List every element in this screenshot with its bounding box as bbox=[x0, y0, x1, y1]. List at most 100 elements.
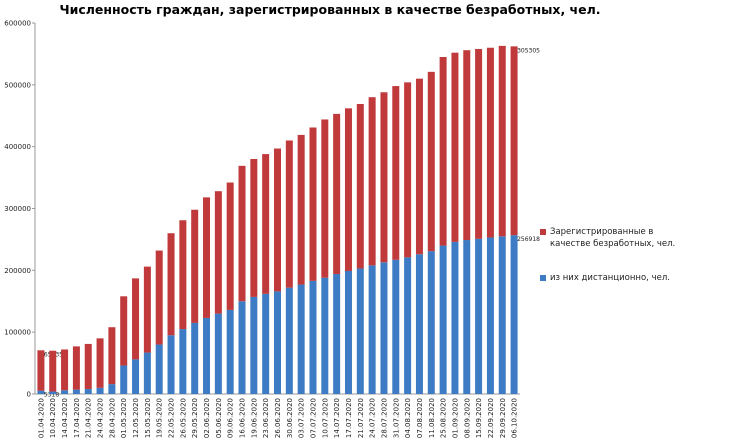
bar-segment bbox=[49, 391, 57, 394]
bar-segment bbox=[356, 268, 364, 394]
bar-segment bbox=[108, 327, 116, 385]
bar-segment bbox=[203, 197, 211, 318]
bar-segment bbox=[404, 257, 412, 394]
x-tick-label: 26.06.2020 bbox=[274, 398, 282, 438]
bar-segment bbox=[344, 270, 352, 394]
bar-segment bbox=[297, 284, 305, 394]
bar-segment bbox=[96, 338, 104, 388]
bar-segment bbox=[132, 359, 140, 394]
bar-segment bbox=[451, 241, 459, 394]
legend-swatch bbox=[540, 229, 546, 235]
bar-segment bbox=[238, 301, 246, 394]
bar-segment bbox=[309, 280, 317, 394]
bar-segment bbox=[486, 237, 494, 394]
bar-segment bbox=[96, 387, 104, 394]
bar-segment bbox=[475, 238, 483, 394]
bar-segment bbox=[510, 235, 518, 394]
bar-segment bbox=[143, 266, 151, 353]
x-tick-label: 19.05.2020 bbox=[156, 398, 164, 438]
bar-segment bbox=[155, 250, 163, 345]
bar-segment bbox=[404, 82, 412, 258]
bar-segment bbox=[262, 293, 270, 394]
x-tick-label: 03.07.2020 bbox=[298, 398, 306, 438]
x-tick-label: 17.04.2020 bbox=[73, 398, 81, 438]
x-tick-label: 25.08.2020 bbox=[440, 398, 448, 438]
x-tick-label: 04.08.2020 bbox=[404, 398, 412, 438]
bar-segment bbox=[475, 48, 483, 239]
bar-segment bbox=[321, 277, 329, 394]
data-label: 305305 bbox=[517, 47, 540, 54]
x-tick-label: 02.06.2020 bbox=[203, 398, 211, 438]
y-tick-label: 600000 bbox=[4, 20, 31, 28]
bar-segment bbox=[380, 262, 388, 394]
bar-segment bbox=[439, 57, 447, 246]
bar-segment bbox=[498, 236, 506, 394]
x-tick-label: 06.10.2020 bbox=[511, 398, 519, 438]
bar-segment bbox=[72, 389, 80, 394]
x-tick-label: 17.07.2020 bbox=[345, 398, 353, 438]
bar-segment bbox=[333, 274, 341, 394]
bar-segment bbox=[179, 329, 187, 394]
x-tick-label: 28.04.2020 bbox=[108, 398, 116, 438]
bar-segment bbox=[368, 265, 376, 394]
y-tick-label: 500000 bbox=[4, 81, 31, 89]
bar-segment bbox=[510, 46, 518, 236]
bar-segment bbox=[368, 97, 376, 266]
bar-segment bbox=[262, 154, 270, 294]
x-tick-label: 01.05.2020 bbox=[120, 398, 128, 438]
bar-segment bbox=[167, 233, 175, 336]
bar-segment bbox=[415, 78, 423, 255]
x-tick-label: 15.09.2020 bbox=[475, 398, 483, 438]
x-tick-label: 14.07.2020 bbox=[333, 398, 341, 438]
data-label: 5318 bbox=[44, 392, 59, 399]
x-tick-label: 15.05.2020 bbox=[144, 398, 152, 438]
bar-segment bbox=[132, 278, 140, 360]
bar-segment bbox=[392, 86, 400, 260]
bar-segment bbox=[191, 209, 199, 323]
bar-segment bbox=[238, 165, 246, 302]
x-tick-label: 29.05.2020 bbox=[191, 398, 199, 438]
legend-item: Зарегистрированные в качестве безработны… bbox=[540, 226, 690, 250]
x-tick-label: 31.07.2020 bbox=[392, 398, 400, 438]
legend-swatch bbox=[540, 275, 546, 281]
x-tick-label: 24.07.2020 bbox=[369, 398, 377, 438]
bar-segment bbox=[203, 317, 211, 394]
bar-segment bbox=[61, 390, 69, 394]
bar-segment bbox=[226, 309, 234, 394]
x-tick-label: 28.07.2020 bbox=[380, 398, 388, 438]
bar-segment bbox=[356, 104, 364, 269]
bar-segment bbox=[49, 350, 57, 392]
y-tick-label: 200000 bbox=[4, 267, 31, 275]
bar-segment bbox=[463, 240, 471, 394]
x-tick-label: 08.09.2020 bbox=[463, 398, 471, 438]
legend-label: Зарегистрированные в качестве безработны… bbox=[550, 227, 676, 249]
x-tick-label: 22.05.2020 bbox=[168, 398, 176, 438]
bar-segment bbox=[486, 47, 494, 238]
bar-segment bbox=[344, 108, 352, 271]
bar-segment bbox=[392, 259, 400, 394]
y-tick-label: 100000 bbox=[4, 329, 31, 337]
bar-segment bbox=[333, 113, 341, 275]
bar-segment bbox=[274, 148, 281, 292]
x-tick-label: 29.09.2020 bbox=[499, 398, 507, 438]
x-tick-label: 07.08.2020 bbox=[416, 398, 424, 438]
chart-title: Численность граждан, зарегистрированных … bbox=[59, 2, 600, 17]
bar-segment bbox=[285, 140, 293, 288]
x-tick-label: 21.04.2020 bbox=[85, 398, 93, 438]
x-tick-label: 01.04.2020 bbox=[37, 398, 45, 438]
bar-segment bbox=[84, 389, 92, 394]
bar-segment bbox=[84, 343, 92, 390]
x-tick-label: 09.06.2020 bbox=[227, 398, 235, 438]
bar-segment bbox=[427, 71, 435, 252]
bar-segment bbox=[108, 384, 116, 394]
bar-segment bbox=[120, 365, 128, 394]
legend-item: из них дистанционно, чел. bbox=[540, 272, 690, 284]
x-tick-label: 05.06.2020 bbox=[215, 398, 223, 438]
bar-segment bbox=[37, 350, 45, 391]
legend: Зарегистрированные в качестве безработны… bbox=[540, 226, 690, 306]
bar-segment bbox=[321, 119, 329, 278]
x-tick-label: 21.07.2020 bbox=[357, 398, 365, 438]
x-tick-label: 19.06.2020 bbox=[250, 398, 258, 438]
bar-segment bbox=[274, 291, 281, 394]
